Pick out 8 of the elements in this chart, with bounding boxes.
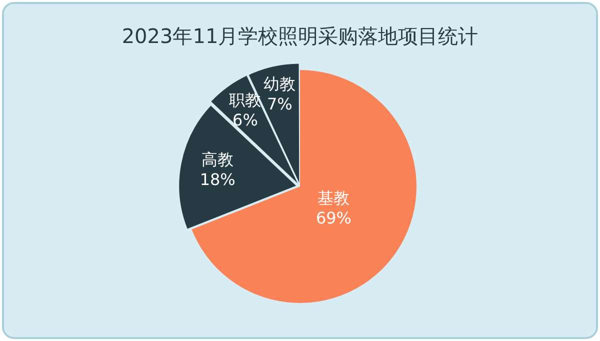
data-label: 6% xyxy=(232,110,258,130)
chart-title: 2023年11月学校照明采购落地项目统计 xyxy=(122,24,478,48)
slice-label: 高教 xyxy=(202,150,234,169)
data-label: 7% xyxy=(266,94,292,114)
slice-label: 基教 xyxy=(318,188,350,208)
slice-label: 幼教 xyxy=(264,74,296,94)
data-label: 69% xyxy=(316,208,352,228)
data-label: 18% xyxy=(200,170,236,189)
